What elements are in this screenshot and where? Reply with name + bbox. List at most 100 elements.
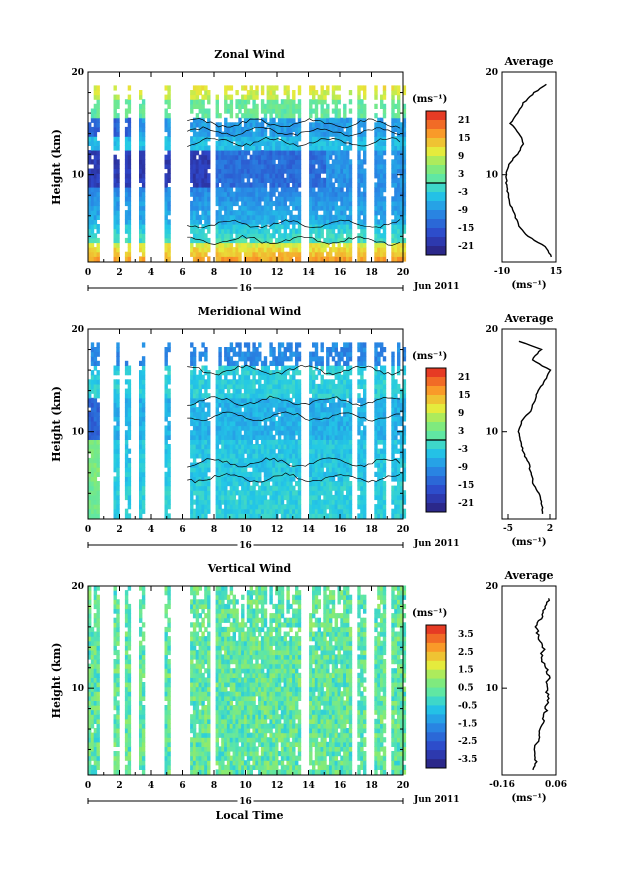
- heatmap-cell: [272, 177, 276, 183]
- heatmap-cell: [337, 168, 341, 174]
- heatmap-cell: [255, 182, 259, 188]
- heatmap-cell: [357, 360, 361, 366]
- heatmap-cell: [232, 126, 236, 133]
- heatmap-cell: [246, 434, 251, 440]
- heatmap-cell: [331, 476, 336, 482]
- heatmap-cell: [252, 113, 256, 119]
- heatmap-cell: [238, 182, 242, 188]
- heatmap-cell: [232, 444, 236, 450]
- heatmap-cell: [277, 256, 282, 262]
- heatmap-cell: [192, 131, 197, 137]
- heatmap-cell: [258, 191, 262, 197]
- heatmap-cell: [141, 256, 146, 262]
- heatmap-cell: [346, 439, 350, 445]
- heatmap-cell: [201, 513, 205, 519]
- heatmap-cell: [88, 439, 92, 445]
- heatmap-cell: [346, 187, 350, 193]
- heatmap-cell: [363, 247, 367, 253]
- heatmap-cell: [249, 163, 253, 170]
- heatmap-cell: [343, 228, 347, 234]
- heatmap-cell: [229, 214, 234, 220]
- heatmap-cell: [207, 219, 211, 225]
- heatmap-cell: [258, 457, 262, 464]
- heatmap-cell: [260, 108, 265, 114]
- heatmap-cell: [249, 462, 253, 468]
- colorbar-segment: [426, 147, 446, 157]
- heatmap-cell: [348, 224, 353, 230]
- heatmap-cell: [346, 393, 350, 399]
- heatmap-cell: [289, 242, 293, 248]
- heatmap-cell: [255, 173, 259, 179]
- heatmap-cell: [229, 224, 234, 230]
- heatmap-cell: [224, 196, 228, 202]
- heatmap-cell: [292, 457, 296, 464]
- heatmap-cell: [382, 210, 387, 216]
- heatmap-cell: [312, 499, 316, 505]
- heatmap-cell: [380, 448, 384, 454]
- heatmap-cell: [167, 103, 171, 109]
- heatmap-cell: [204, 476, 208, 482]
- heatmap-cell: [399, 247, 404, 253]
- heatmap-cell: [272, 99, 276, 105]
- heatmap-cell: [320, 214, 324, 220]
- heatmap-cell: [348, 411, 353, 417]
- heatmap-cell: [263, 494, 268, 501]
- heatmap-cell: [221, 499, 225, 505]
- heatmap-cell: [243, 356, 248, 362]
- heatmap-cell: [243, 448, 248, 454]
- heatmap-cell: [397, 108, 401, 114]
- heatmap-cell: [243, 402, 248, 408]
- heatmap-cell: [195, 388, 200, 394]
- heatmap-cell: [207, 494, 211, 501]
- heatmap-cell: [360, 140, 364, 146]
- heatmap-cell: [269, 94, 273, 100]
- heatmap-cell: [391, 94, 395, 100]
- heatmap-cell: [346, 163, 350, 170]
- heatmap-cell: [380, 420, 384, 427]
- colorbar-segment: [426, 138, 446, 148]
- heatmap-cell: [295, 237, 299, 244]
- heatmap-cell: [124, 420, 129, 427]
- heatmap-cell: [260, 126, 265, 133]
- heatmap-cell: [255, 247, 259, 253]
- heatmap-cell: [249, 251, 253, 257]
- heatmap-cell: [269, 237, 273, 244]
- heatmap-cell: [116, 140, 120, 146]
- heatmap-cell: [266, 85, 270, 91]
- heatmap-cell: [88, 481, 92, 487]
- heatmap-cell: [326, 233, 330, 239]
- heatmap-cell: [275, 108, 279, 114]
- heatmap-cell: [93, 136, 98, 142]
- heatmap-cell: [374, 122, 378, 128]
- heatmap-cell: [246, 196, 251, 202]
- heatmap-cell: [198, 205, 202, 211]
- heatmap-cell: [201, 159, 205, 165]
- heatmap-cell: [295, 150, 299, 156]
- heatmap-cell: [139, 94, 143, 100]
- heatmap-cell: [238, 177, 242, 183]
- heatmap-cell: [320, 360, 324, 366]
- heatmap-cell: [297, 90, 302, 96]
- heatmap-cell: [337, 145, 341, 151]
- heatmap-cell: [243, 154, 248, 160]
- heatmap-cell: [266, 150, 270, 156]
- heatmap-cell: [139, 214, 143, 220]
- heatmap-cell: [292, 430, 296, 436]
- heatmap-cell: [329, 351, 333, 357]
- heatmap-cell: [195, 513, 200, 519]
- heatmap-cell: [243, 499, 248, 505]
- heatmap-cell: [320, 513, 324, 519]
- heatmap-cell: [289, 383, 293, 390]
- heatmap-cell: [258, 434, 262, 440]
- heatmap-cell: [391, 237, 395, 244]
- heatmap-cell: [314, 108, 319, 114]
- heatmap-cell: [374, 388, 378, 394]
- heatmap-cell: [374, 159, 378, 165]
- heatmap-cell: [215, 214, 219, 220]
- heatmap-cell: [249, 228, 253, 234]
- heatmap-cell: [343, 256, 347, 262]
- heatmap-cell: [331, 416, 336, 422]
- heatmap-cell: [312, 182, 316, 188]
- heatmap-cell: [326, 388, 330, 394]
- heatmap-cell: [346, 416, 350, 422]
